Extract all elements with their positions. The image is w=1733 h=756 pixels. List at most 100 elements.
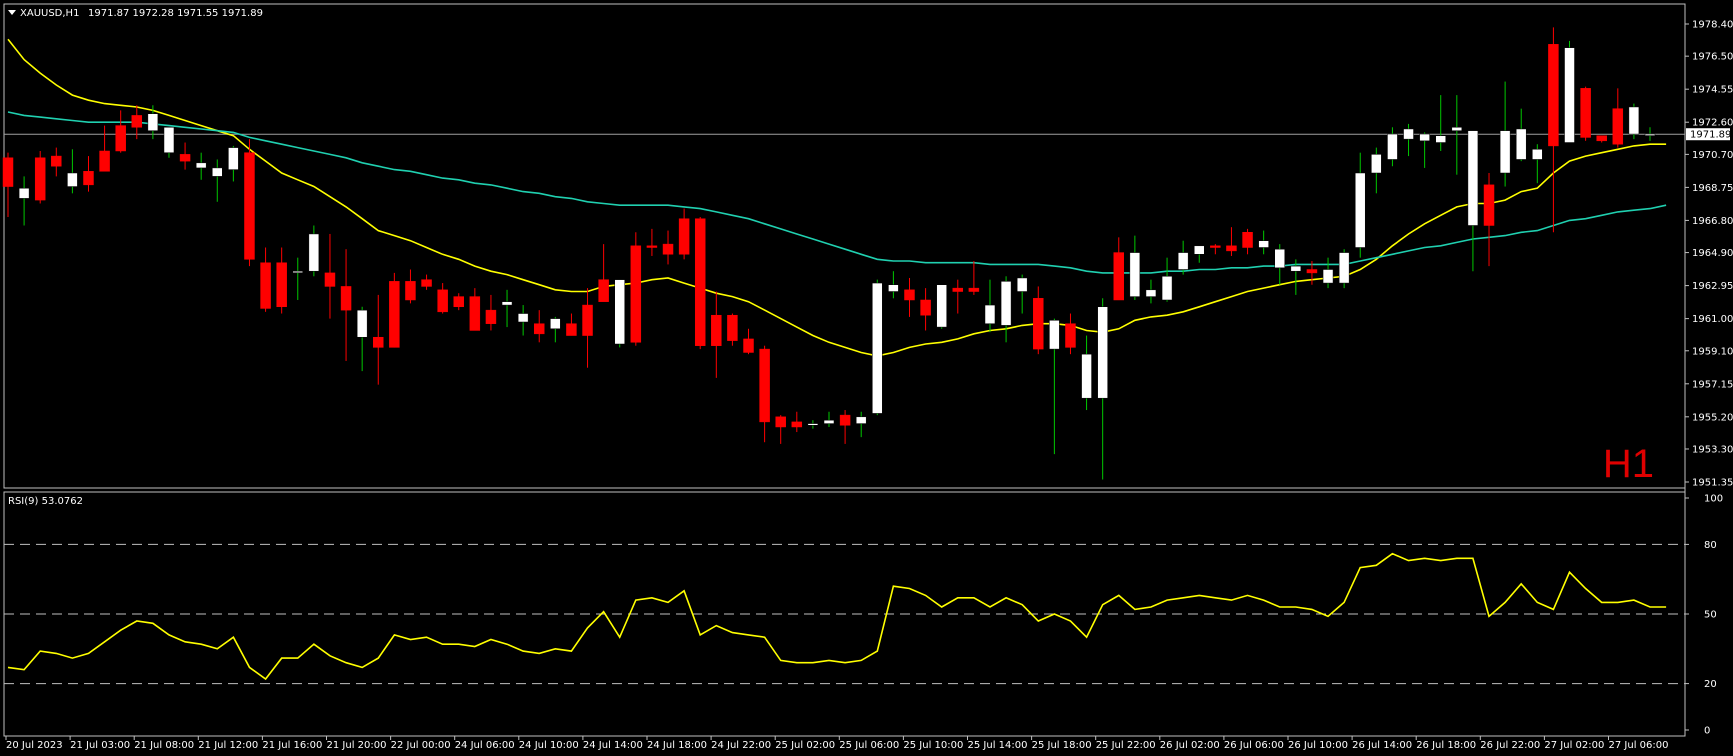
bull-candle-body xyxy=(18,187,30,199)
bear-candle-body xyxy=(276,262,287,308)
candle xyxy=(1258,230,1269,255)
bull-candle-body xyxy=(212,167,223,177)
time-tick-label: 20 Jul 2023 xyxy=(6,740,63,751)
rsi-tick-label: 0 xyxy=(1704,726,1710,737)
bull-candle-body xyxy=(1467,130,1479,226)
candle xyxy=(1194,245,1205,263)
bear-candle-body xyxy=(485,309,497,324)
fast-ma-line xyxy=(7,38,1667,357)
candle xyxy=(356,306,368,372)
candle xyxy=(839,410,851,444)
bull-candle-body xyxy=(1628,106,1640,135)
bull-candle-body xyxy=(1145,289,1157,297)
rsi-line xyxy=(7,552,1667,681)
candle xyxy=(115,110,126,153)
bear-candle-body xyxy=(630,245,642,343)
candle xyxy=(598,244,609,302)
candle xyxy=(1000,276,1012,343)
candle xyxy=(1354,152,1366,258)
bull-candle-body xyxy=(501,301,513,306)
bear-candle-body xyxy=(99,150,110,172)
candle xyxy=(920,288,931,331)
price-tick-label: 1957.15 xyxy=(1692,379,1733,390)
candle xyxy=(968,261,980,295)
candle xyxy=(1338,249,1350,289)
bear-candle-body xyxy=(179,154,191,162)
symbol-timeframe-label: XAUUSD,H1 xyxy=(20,8,79,19)
price-tick-label: 1955.20 xyxy=(1692,412,1733,423)
candle xyxy=(1499,81,1511,187)
bull-candle-body xyxy=(517,313,529,323)
candle xyxy=(646,228,658,256)
bear-candle-body xyxy=(1306,269,1318,274)
bull-candle-body xyxy=(1097,306,1108,399)
candle xyxy=(743,328,754,355)
bear-candle-body xyxy=(566,323,577,336)
bear-candle-body xyxy=(437,289,448,313)
bull-candle-body xyxy=(872,282,883,414)
rsi-tick-label: 100 xyxy=(1704,494,1723,505)
candle xyxy=(1628,103,1640,140)
time-tick-label: 26 Jul 02:00 xyxy=(1160,740,1220,751)
bear-candle-body xyxy=(421,279,432,287)
time-tick-label: 27 Jul 02:00 xyxy=(1544,740,1604,751)
candle xyxy=(340,249,352,361)
bear-candle-body xyxy=(51,155,62,167)
bear-candle-body xyxy=(1596,135,1607,142)
time-tick-label: 21 Jul 12:00 xyxy=(198,740,258,751)
time-tick-label: 24 Jul 18:00 xyxy=(647,740,707,751)
price-tick-label: 1966.80 xyxy=(1692,216,1733,227)
candle xyxy=(373,294,384,385)
candle xyxy=(1644,127,1656,141)
bear-candle-body xyxy=(775,416,786,428)
price-tick-label: 1964.90 xyxy=(1692,248,1733,259)
candle xyxy=(437,283,448,314)
candle xyxy=(1049,318,1060,455)
candle xyxy=(228,145,239,182)
bull-candle-body xyxy=(1499,130,1511,174)
rsi-tick-label: 80 xyxy=(1704,540,1717,551)
candle xyxy=(694,217,706,350)
bull-candle-body xyxy=(1435,135,1446,143)
candle xyxy=(533,310,545,343)
candle xyxy=(984,279,996,333)
bear-candle-body xyxy=(1483,184,1495,226)
candle xyxy=(421,274,432,290)
candle xyxy=(904,277,915,317)
candle xyxy=(1016,274,1028,314)
candle xyxy=(51,147,62,177)
bear-candle-body xyxy=(759,348,770,423)
bear-candle-body xyxy=(1065,323,1076,348)
bear-candle-body xyxy=(1210,245,1221,248)
candle xyxy=(485,294,497,331)
price-tick-label: 1962.95 xyxy=(1692,281,1733,292)
candle xyxy=(823,411,835,427)
bull-candle-body xyxy=(67,172,78,187)
candle xyxy=(244,139,255,267)
bear-candle-body xyxy=(260,262,271,309)
candle xyxy=(1097,298,1108,480)
time-tick-label: 24 Jul 22:00 xyxy=(711,740,771,751)
bear-candle-body xyxy=(1612,108,1624,145)
candle xyxy=(711,291,722,378)
time-tick-label: 21 Jul 08:00 xyxy=(134,740,194,751)
bull-candle-body xyxy=(163,127,175,153)
time-tick-label: 26 Jul 14:00 xyxy=(1352,740,1412,751)
bull-candle-body xyxy=(292,270,304,273)
bear-candle-body xyxy=(711,314,722,346)
candle xyxy=(147,105,159,140)
bear-candle-body xyxy=(952,287,964,292)
chart-menu-triangle-icon[interactable] xyxy=(8,10,16,15)
bull-candle-body xyxy=(1338,252,1350,284)
candle xyxy=(389,272,400,348)
time-tick-label: 24 Jul 06:00 xyxy=(455,740,515,751)
bear-candle-body xyxy=(1033,298,1044,350)
candle xyxy=(1306,261,1318,285)
candle xyxy=(791,411,803,433)
candle xyxy=(2,152,14,218)
candle xyxy=(807,420,819,429)
candle xyxy=(1515,108,1527,162)
bull-candle-body xyxy=(1177,252,1189,270)
